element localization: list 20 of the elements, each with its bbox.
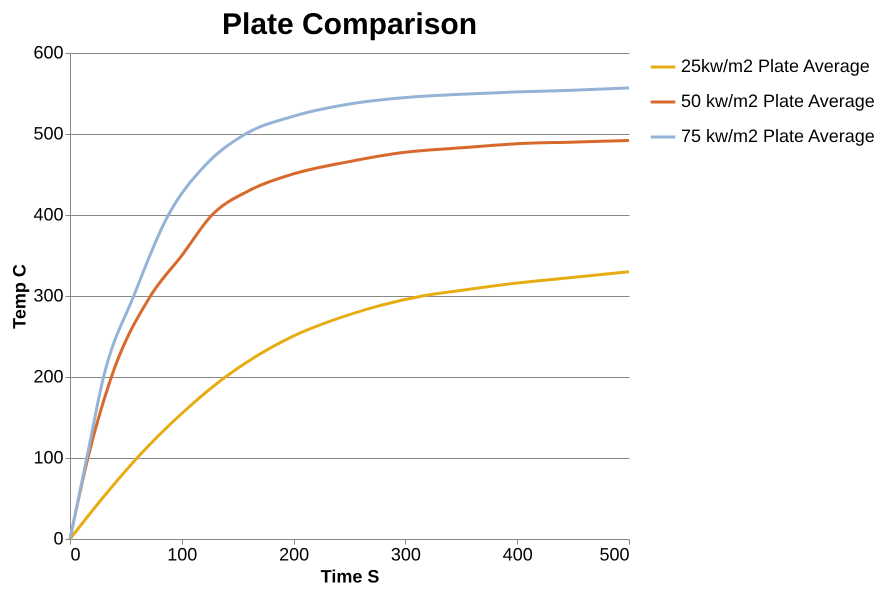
x-axis-title: Time S: [320, 566, 380, 586]
y-tick-label: 400: [33, 204, 64, 224]
x-tick-label: 400: [502, 544, 533, 564]
y-tick-label: 300: [33, 286, 64, 306]
chart-title: Plate Comparison: [222, 8, 478, 41]
y-tick-label: 600: [33, 42, 64, 62]
y-tick-label: 500: [33, 124, 64, 144]
x-tick-label: 0: [70, 544, 81, 564]
y-tick-label: 200: [33, 366, 64, 386]
line-series: [68, 270, 630, 540]
x-tick-label: 200: [279, 544, 310, 564]
y-axis-title: Temp C: [9, 264, 30, 329]
x-tick-label: 500: [599, 544, 630, 564]
legend-label: 50 kw/m2 Plate Average: [681, 91, 875, 111]
x-tick-label: 100: [167, 544, 198, 564]
legend-label: 25kw/m2 Plate Average: [681, 56, 870, 76]
y-tick-label: 0: [53, 528, 64, 548]
x-tick-label: 300: [390, 544, 421, 564]
legend-label: 75 kw/m2 Plate Average: [681, 126, 875, 146]
y-tick-label: 100: [33, 448, 64, 468]
